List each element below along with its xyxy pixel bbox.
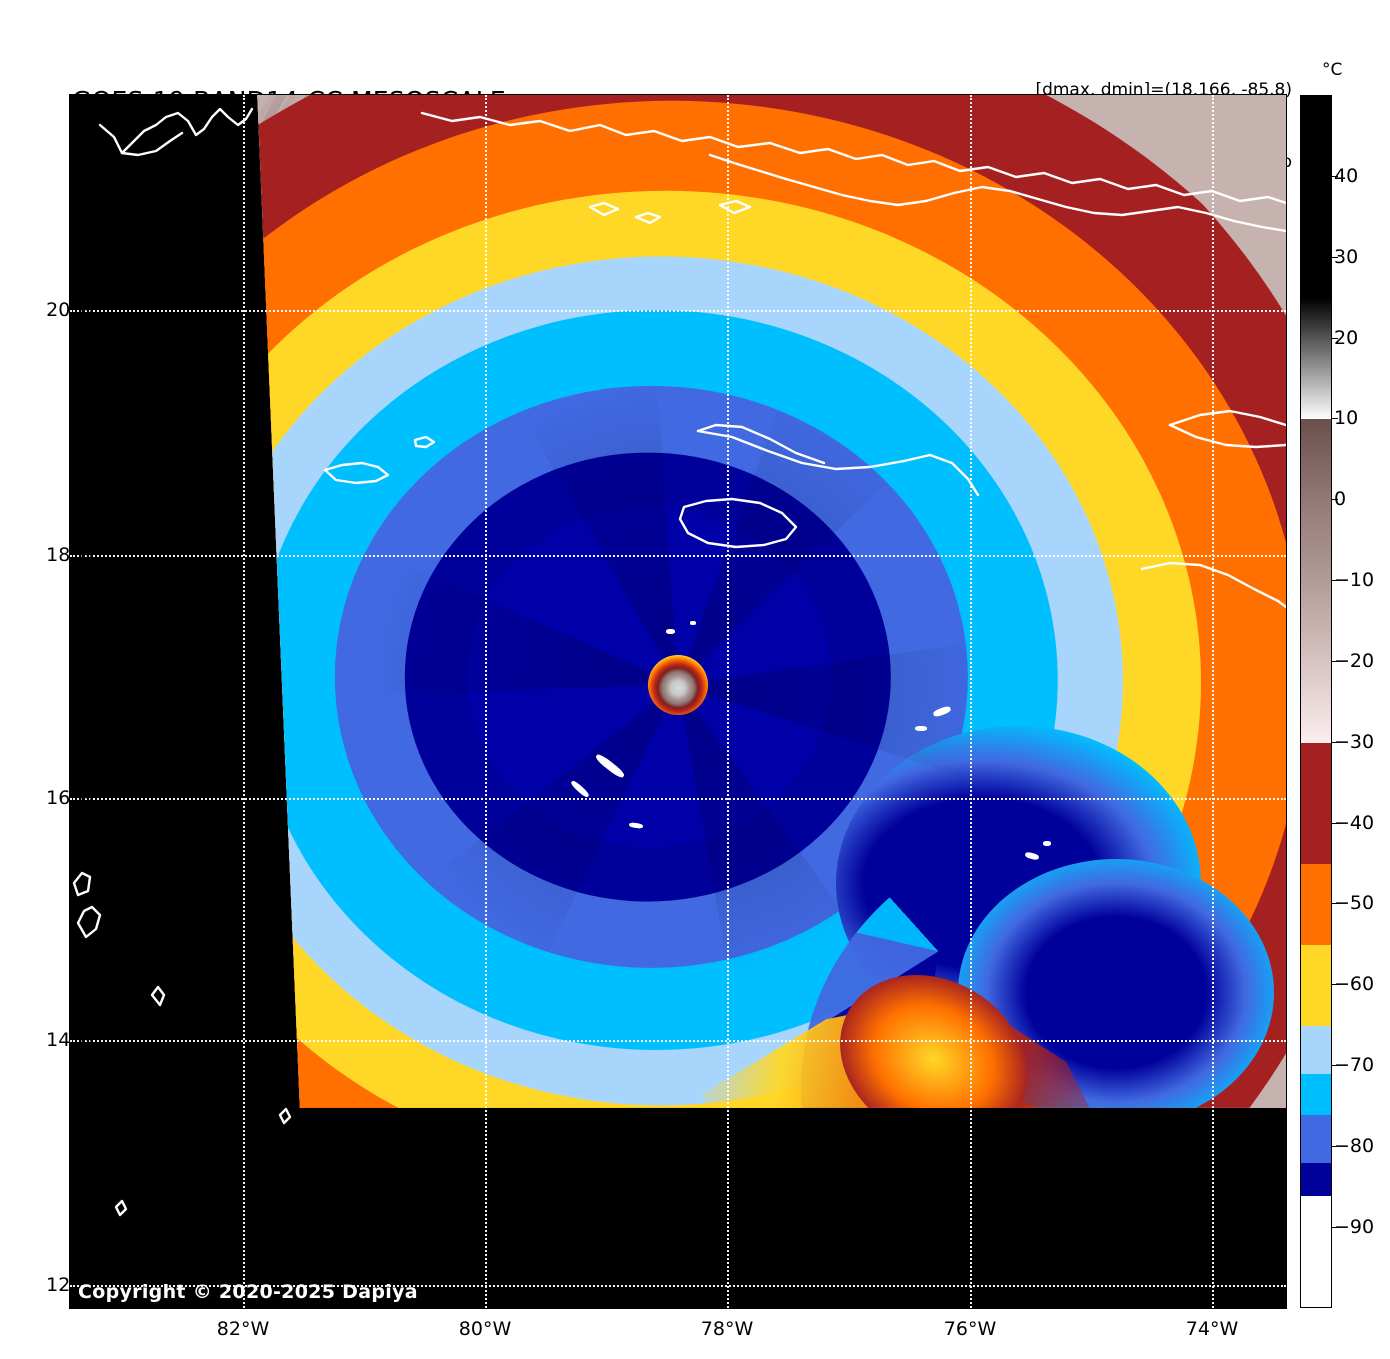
gridline-lat-20n — [70, 310, 1286, 312]
copyright-label: Copyright © 2020-2025 Dapiya — [78, 1281, 418, 1303]
colorbar-tickmark — [1332, 176, 1338, 177]
ytick-label-20n: 20°N — [46, 299, 94, 321]
colorbar-tickmark — [1332, 580, 1338, 581]
colorbar-band-orange — [1301, 864, 1331, 945]
eye-core — [648, 654, 708, 715]
colorbar-tickmark — [1332, 661, 1338, 662]
colorbar-tickmark — [1332, 499, 1338, 500]
colorbar-tick-40: 40 — [1334, 165, 1359, 187]
ytick-label-14n: 14°N — [46, 1029, 94, 1051]
colorbar-band-dark-red — [1301, 743, 1331, 864]
xtick-label-80w: 80°W — [458, 1318, 512, 1340]
gridline-lat-14n — [70, 1040, 1286, 1042]
colorbar-tick-30: 30 — [1334, 246, 1359, 268]
colorbar-tickmark — [1332, 742, 1338, 743]
colorbar-tick-m70: −70 — [1334, 1054, 1375, 1076]
gridline-lon-74w — [1212, 95, 1214, 1308]
colorbar-tickmark — [1332, 257, 1338, 258]
colorbar-band-navy — [1301, 1163, 1331, 1196]
gridline-lon-82w — [243, 95, 245, 1308]
satellite-map[interactable] — [70, 95, 1286, 1308]
colorbar-tickmark — [1332, 1227, 1338, 1228]
colorbar-band-light-blue — [1301, 1026, 1331, 1074]
colorbar-band-yellow — [1301, 945, 1331, 1026]
gridline-lon-76w — [970, 95, 972, 1308]
colorbar-tickmark — [1332, 984, 1338, 985]
colorbar-tick-m60: −60 — [1334, 973, 1375, 995]
spiral-banding — [257, 95, 1286, 1108]
gridline-lon-80w — [485, 95, 487, 1308]
overshoot-fleck — [915, 725, 928, 731]
colorbar-tick-m10: −10 — [1334, 569, 1375, 591]
colorbar-band-black — [1301, 96, 1331, 298]
gridline-lat-18n — [70, 555, 1286, 557]
overshoot-fleck — [1042, 840, 1051, 846]
colorbar-tickmark — [1332, 1065, 1338, 1066]
colorbar-tickmark — [1332, 823, 1338, 824]
colorbar-band-brown-ramp — [1301, 419, 1331, 743]
overshoot-fleck — [665, 628, 675, 634]
ytick-label-18n: 18°N — [46, 544, 94, 566]
xtick-label-76w: 76°W — [943, 1318, 997, 1340]
gridline-lat-12n — [70, 1285, 1286, 1287]
colorbar-tick-m30: −30 — [1334, 731, 1375, 753]
gridline-lon-78w — [727, 95, 729, 1308]
colorbar-band-gray-ramp — [1301, 298, 1331, 419]
colorbar[interactable] — [1300, 95, 1332, 1308]
gridline-lat-16n — [70, 798, 1286, 800]
xtick-label-82w: 82°W — [216, 1318, 270, 1340]
colorbar-tick-m90: −90 — [1334, 1216, 1375, 1238]
colorbar-unit-label: °C — [1322, 60, 1343, 80]
colorbar-band-cyan — [1301, 1074, 1331, 1115]
colorbar-tick-0: 0 — [1334, 488, 1347, 510]
xtick-label-74w: 74°W — [1185, 1318, 1239, 1340]
colorbar-tickmark — [1332, 338, 1338, 339]
colorbar-tick-10: 10 — [1334, 407, 1359, 429]
colorbar-tick-m20: −20 — [1334, 650, 1375, 672]
colorbar-tick-m80: −80 — [1334, 1135, 1375, 1157]
colorbar-tick-m40: −40 — [1334, 812, 1375, 834]
overshoot-fleck — [690, 621, 697, 626]
xtick-label-78w: 78°W — [700, 1318, 754, 1340]
storm-eye — [648, 654, 708, 715]
coastline-overlay — [72, 107, 1286, 1217]
satellite-swath — [257, 95, 1286, 1108]
ytick-label-16n: 16°N — [46, 787, 94, 809]
colorbar-tickmark — [1332, 1146, 1338, 1147]
colorbar-tickmark — [1332, 903, 1338, 904]
colorbar-band-white — [1301, 1196, 1331, 1307]
ytick-label-12n: 12°N — [46, 1274, 94, 1296]
colorbar-tickmark — [1332, 418, 1338, 419]
colorbar-tick-20: 20 — [1334, 327, 1359, 349]
colorbar-band-medium-blue — [1301, 1115, 1331, 1163]
colorbar-tick-m50: −50 — [1334, 892, 1375, 914]
